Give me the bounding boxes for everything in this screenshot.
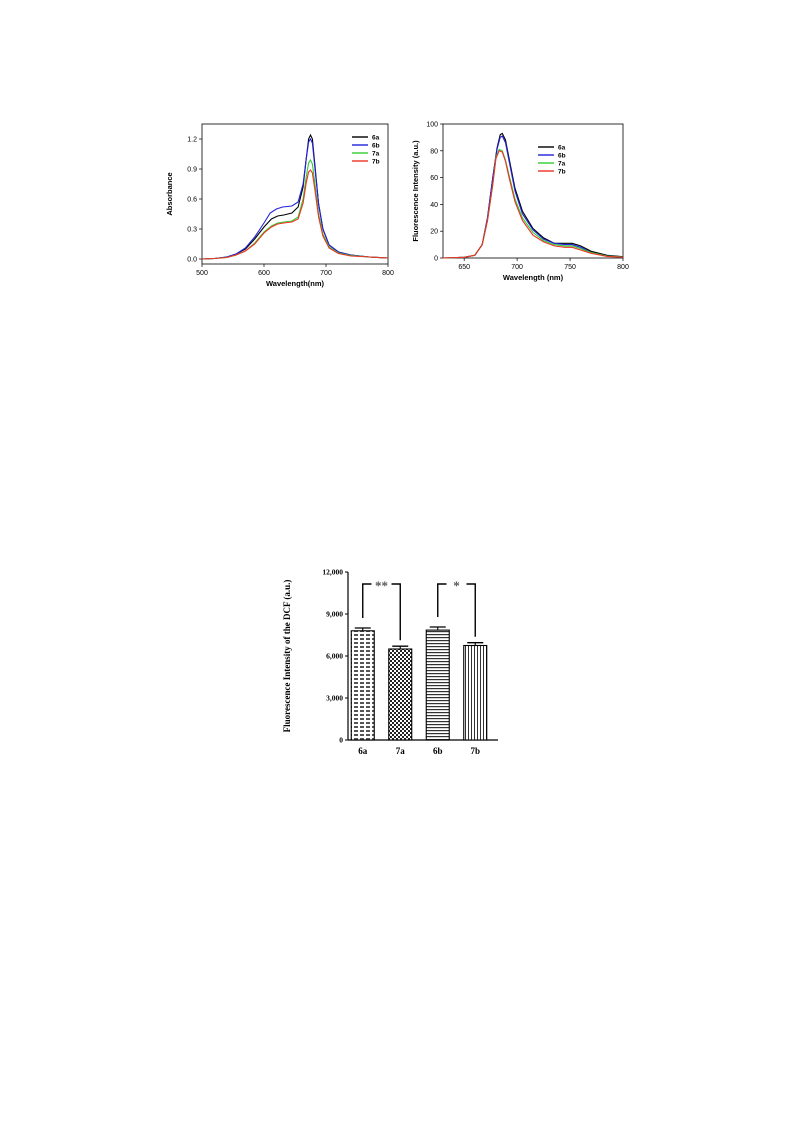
- legend-label-6a: 6a: [372, 134, 380, 141]
- y-tick-label: 0: [434, 256, 438, 263]
- x-axis-title: Wavelength (nm): [503, 273, 564, 282]
- series-line-7b: [201, 169, 389, 260]
- category-label-7a: 7a: [396, 746, 406, 756]
- x-tick-label: 500: [196, 270, 208, 277]
- bar-6a: [350, 630, 375, 741]
- legend-label-7a: 7a: [558, 160, 566, 167]
- y-tick-label: 9,000: [326, 610, 343, 619]
- y-tick-label: 0.3: [187, 227, 197, 234]
- significance-label: **: [375, 578, 388, 593]
- x-tick-label: 750: [564, 264, 576, 271]
- series-line-6a: [442, 132, 624, 259]
- y-tick-label: 6,000: [326, 652, 343, 661]
- fluorescence-chart: 650 700 750 800 0 20 40 60 80 100 6a 6b 7a 7b Waveleng…: [408, 118, 633, 293]
- series-line-6b: [201, 137, 389, 260]
- significance-bracket-left: [362, 583, 372, 618]
- y-tick-label: 100: [426, 122, 438, 129]
- dcf-bar-chart: 0 3,000 6,000 9,000 12,000 6a 7a 6b 7b ** * Fluores…: [276, 562, 516, 762]
- y-tick-label: 0.9: [187, 167, 197, 174]
- bar-7a: [388, 648, 413, 741]
- legend-label-7b: 7b: [372, 158, 380, 165]
- series-line-7b: [442, 150, 624, 259]
- category-label-6b: 6b: [433, 746, 443, 756]
- plot-frame: [442, 123, 624, 259]
- y-tick-label: 12,000: [322, 568, 343, 577]
- significance-bracket-right: [466, 583, 476, 637]
- y-tick-label: 0: [339, 736, 343, 745]
- y-tick-label: 60: [430, 175, 438, 182]
- absorbance-chart: 500 600 700 800 0.0 0.3 0.6 0.9 1.2 6a 6b 7a 7b Wavel…: [160, 118, 400, 293]
- series-line-6b: [442, 135, 624, 259]
- significance-label: *: [453, 578, 460, 593]
- category-label-6a: 6a: [358, 746, 368, 756]
- x-tick-label: 700: [511, 264, 523, 271]
- legend-label-7b: 7b: [558, 168, 566, 175]
- y-axis-title: Fluorescence Intensity (a.u.): [411, 140, 420, 242]
- y-axis-title: Fluorescence Intensity of the DCF (a.u.): [282, 580, 292, 733]
- legend-label-6b: 6b: [558, 152, 566, 159]
- y-tick-label: 1.2: [187, 137, 197, 144]
- x-tick-label: 600: [258, 270, 270, 277]
- y-tick-label: 3,000: [326, 694, 343, 703]
- x-tick-label: 700: [320, 270, 332, 277]
- y-tick-label: 0.6: [187, 197, 197, 204]
- significance-bracket-left: [437, 583, 447, 618]
- x-tick-label: 650: [458, 264, 470, 271]
- series-line-7a: [442, 148, 624, 259]
- significance-bracket-right: [391, 583, 401, 641]
- y-tick-label: 0.0: [187, 257, 197, 264]
- y-tick-label: 20: [430, 229, 438, 236]
- bar-7b: [463, 644, 488, 741]
- legend-label-6a: 6a: [558, 144, 566, 151]
- legend-label-7a: 7a: [372, 150, 380, 157]
- y-tick-label: 80: [430, 148, 438, 155]
- legend-label-6b: 6b: [372, 142, 380, 149]
- category-label-7b: 7b: [470, 746, 480, 756]
- y-tick-label: 40: [430, 202, 438, 209]
- plot-frame: [201, 123, 389, 265]
- y-axis-title: Absorbance: [165, 172, 174, 215]
- bar-6b: [425, 629, 450, 741]
- x-tick-label: 800: [617, 264, 629, 271]
- x-axis-title: Wavelength(nm): [266, 279, 325, 288]
- x-tick-label: 800: [382, 270, 394, 277]
